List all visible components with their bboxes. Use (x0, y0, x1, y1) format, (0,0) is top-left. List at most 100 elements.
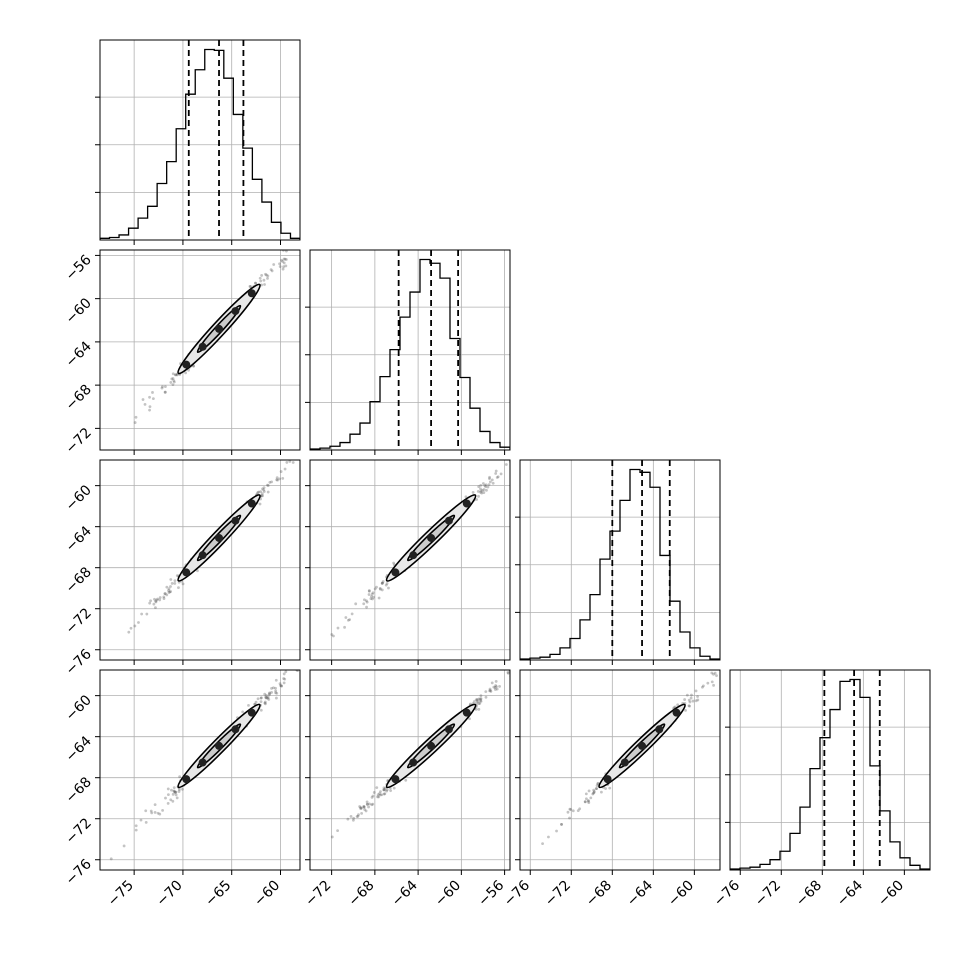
scatter-point (293, 455, 296, 458)
scatter-point (358, 805, 362, 808)
panel-frame (99, 459, 301, 661)
x-tick-label: −68 (793, 878, 825, 910)
scatter-point (495, 685, 498, 689)
x-tick-label: −76 (711, 877, 743, 909)
scatter-point (357, 813, 360, 817)
scatter-point (370, 595, 373, 598)
hist-panel-2 (305, 249, 511, 455)
scatter-point (259, 279, 263, 283)
scatter-point (488, 689, 491, 693)
x-tick-label: −72 (302, 878, 334, 910)
scatter-point (266, 276, 269, 280)
scatter-point (171, 372, 175, 376)
scatter-point (330, 633, 334, 636)
scatter-point (381, 580, 385, 583)
density-blob (427, 741, 436, 750)
density-blob (231, 307, 240, 316)
scatter-point (371, 794, 375, 798)
scatter-point (468, 717, 471, 721)
scatter-point (700, 685, 704, 689)
scatter-point (181, 582, 185, 586)
scatter-point (149, 809, 153, 813)
scatter-point (363, 598, 366, 602)
scatter-point (378, 792, 381, 796)
density-blob (182, 568, 191, 577)
scatter-point (282, 681, 286, 685)
scatter-point (382, 788, 385, 792)
density-blob (672, 708, 681, 717)
scatter-point (499, 472, 503, 476)
density-blob (444, 516, 453, 525)
scatter-point (284, 670, 288, 674)
scatter-point (127, 630, 131, 634)
scatter-point (576, 809, 580, 813)
scatter-panel-4-3: −76 −72 −68 −64 −60 (501, 669, 721, 910)
scatter-point (282, 265, 286, 269)
scatter-point (382, 788, 386, 792)
scatter-point (369, 597, 373, 601)
scatter-point (359, 807, 363, 810)
y-tick-label: −56 (63, 252, 95, 284)
scatter-point (262, 488, 266, 492)
scatter-point (303, 241, 306, 244)
scatter-point (367, 593, 371, 596)
scatter-point (477, 485, 481, 489)
scatter-point (249, 285, 252, 288)
scatter-point (167, 589, 170, 592)
scatter-point (276, 478, 279, 482)
scatter-point (284, 264, 288, 268)
scatter-point (175, 796, 179, 800)
scatter-point (608, 786, 612, 790)
scatter-point (696, 698, 700, 702)
scatter-point (348, 618, 352, 622)
scatter-point (266, 483, 269, 487)
scatter-point (301, 236, 304, 239)
scatter-point (272, 263, 276, 266)
scatter-point (539, 644, 542, 647)
scatter-point (346, 817, 350, 821)
scatter-point (383, 792, 387, 796)
scatter-point (148, 395, 151, 399)
scatter-point (241, 710, 245, 714)
scatter-point (151, 391, 154, 394)
scatter-point (177, 790, 181, 794)
density-blob (215, 533, 224, 542)
scatter-point (291, 461, 295, 464)
scatter-point (336, 829, 339, 833)
scatter-point (375, 585, 378, 589)
scatter-point (300, 453, 303, 456)
scatter-point (479, 489, 483, 493)
scatter-point (134, 415, 138, 419)
scatter-point (479, 483, 483, 487)
scatter-point (495, 476, 499, 479)
scatter-point (475, 699, 479, 702)
scatter-point (166, 801, 170, 805)
density-blob (391, 775, 400, 784)
scatter-point (516, 453, 519, 456)
y-tick-label: −72 (63, 425, 95, 457)
scatter-point (360, 806, 363, 810)
scatter-point (476, 490, 480, 493)
scatter-point (475, 698, 479, 701)
scatter-point (265, 696, 269, 699)
scatter-point (259, 696, 263, 700)
scatter-point (301, 656, 304, 659)
scatter-point (595, 784, 599, 788)
scatter-point (489, 690, 493, 693)
scatter-point (483, 484, 487, 487)
scatter-point (365, 605, 368, 609)
scatter-point (479, 694, 483, 698)
scatter-point (350, 612, 354, 616)
scatter-point (133, 624, 137, 628)
y-tick-label: −60 (63, 295, 95, 327)
scatter-point (365, 800, 369, 804)
density-blob (603, 775, 612, 784)
x-tick-label: −60 (875, 878, 907, 910)
scatter-point (362, 804, 366, 808)
scatter-point (690, 693, 693, 697)
scatter-point (344, 616, 348, 619)
scatter-point (485, 488, 488, 492)
scatter-point (383, 786, 387, 790)
scatter-point (167, 591, 171, 594)
